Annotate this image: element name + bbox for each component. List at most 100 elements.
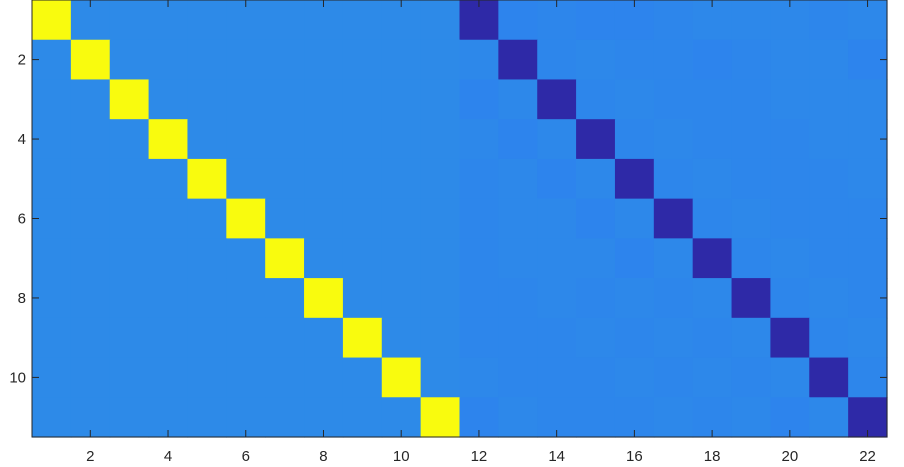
heatmap-cell-r4-c19 (731, 119, 772, 160)
heatmap-cell-r7-c10 (381, 238, 422, 279)
heatmap-cell-r10-c11 (420, 357, 461, 398)
heatmap-cell-r9-c4 (148, 317, 189, 359)
heatmap-cell-r6-c13 (498, 198, 538, 239)
heatmap-cell-r4-c9 (342, 119, 383, 160)
heatmap-cell-r7-c7 (265, 238, 305, 279)
x-tick-label: 8 (319, 448, 327, 465)
heatmap-cell-r11-c1 (32, 397, 72, 438)
heatmap-cell-r9-c10 (381, 317, 422, 359)
heatmap-cell-r1-c15 (576, 0, 616, 41)
heatmap-cell-r3-c16 (614, 79, 655, 120)
heatmap-cell-r8-c20 (770, 278, 810, 319)
heatmap-cell-r11-c9 (342, 397, 383, 438)
heatmap-cell-r10-c16 (614, 357, 655, 398)
heatmap-cell-r1-c9 (342, 0, 383, 41)
heatmap-cell-r3-c4 (148, 79, 189, 120)
x-tick-label: 6 (242, 448, 250, 465)
heatmap-cell-r8-c8 (304, 278, 344, 319)
heatmap-cell-r7-c13 (498, 238, 538, 279)
heatmap-cell-r6-c18 (692, 198, 733, 239)
heatmap-cell-r9-c21 (809, 317, 849, 359)
heatmap-cell-r8-c19 (731, 278, 772, 319)
heatmap-cell-r10-c5 (187, 357, 227, 398)
heatmap-cell-r10-c3 (109, 357, 150, 398)
heatmap-cell-r3-c5 (187, 79, 227, 120)
heatmap-cell-r9-c14 (537, 317, 577, 359)
heatmap-cell-r3-c8 (304, 79, 344, 120)
heatmap-cell-r11-c17 (653, 397, 694, 438)
heatmap-cell-r3-c19 (731, 79, 772, 120)
heatmap-cell-r4-c10 (381, 119, 422, 160)
heatmap-cell-r1-c11 (420, 0, 461, 41)
x-tick-label: 20 (781, 448, 798, 465)
heatmap-cell-r10-c12 (459, 357, 499, 398)
heatmap-cell-r2-c13 (498, 39, 538, 81)
heatmap-cell-r5-c10 (381, 158, 422, 200)
heatmap-cell-r8-c10 (381, 278, 422, 319)
heatmap-cell-r11-c19 (731, 397, 772, 438)
heatmap-cell-r5-c2 (70, 158, 111, 200)
heatmap-cell-r5-c18 (692, 158, 733, 200)
heatmap-cell-r5-c9 (342, 158, 383, 200)
heatmap-cell-r4-c7 (265, 119, 305, 160)
heatmap-cell-r11-c7 (265, 397, 305, 438)
heatmap-cell-r9-c17 (653, 317, 694, 359)
x-tick-label: 16 (626, 448, 643, 465)
heatmap-cell-r4-c12 (459, 119, 499, 160)
heatmap-cell-r5-c13 (498, 158, 538, 200)
heatmap-cell-r8-c7 (265, 278, 305, 319)
heatmap-cell-r7-c2 (70, 238, 111, 279)
heatmap-cell-r3-c11 (420, 79, 461, 120)
heatmap-cell-r3-c17 (653, 79, 694, 120)
heatmap-cell-r5-c17 (653, 158, 694, 200)
heatmap-cell-r2-c2 (70, 39, 111, 81)
heatmap-cell-r7-c14 (537, 238, 577, 279)
x-tick-label: 4 (164, 448, 172, 465)
heatmap-cell-r6-c10 (381, 198, 422, 239)
heatmap-cell-r5-c1 (32, 158, 72, 200)
heatmap-cell-r1-c21 (809, 0, 849, 41)
heatmap-cell-r9-c13 (498, 317, 538, 359)
heatmap-cell-r4-c16 (614, 119, 655, 160)
heatmap-cell-r10-c8 (304, 357, 344, 398)
heatmap-cell-r11-c5 (187, 397, 227, 438)
heatmap-cell-r8-c3 (109, 278, 150, 319)
heatmap-cell-r6-c8 (304, 198, 344, 239)
heatmap-cell-r3-c14 (537, 79, 577, 120)
heatmap-cell-r6-c6 (226, 198, 266, 239)
heatmap-cell-r10-c21 (809, 357, 849, 398)
heatmap-cell-r10-c4 (148, 357, 189, 398)
heatmap-cell-r4-c18 (692, 119, 733, 160)
heatmap-cell-r8-c4 (148, 278, 189, 319)
heatmap-cell-r8-c17 (653, 278, 694, 319)
heatmap-cell-r8-c9 (342, 278, 383, 319)
heatmap-cell-r10-c13 (498, 357, 538, 398)
y-tick-label: 6 (18, 211, 26, 228)
heatmap-cell-r7-c4 (148, 238, 189, 279)
heatmap-cell-r9-c19 (731, 317, 772, 359)
heatmap-cell-r3-c7 (265, 79, 305, 120)
heatmap-cell-r8-c15 (576, 278, 616, 319)
heatmap-cell-r4-c17 (653, 119, 694, 160)
heatmap-cell-r11-c13 (498, 397, 538, 438)
heatmap-cell-r7-c1 (32, 238, 72, 279)
heatmap-cell-r5-c11 (420, 158, 461, 200)
y-tick-label: 2 (18, 52, 26, 69)
heatmap-cell-r8-c16 (614, 278, 655, 319)
heatmap-cell-r5-c14 (537, 158, 577, 200)
heatmap-cell-r5-c3 (109, 158, 150, 200)
x-tick-label: 2 (86, 448, 94, 465)
heatmap-cell-r3-c22 (848, 79, 888, 120)
heatmap-cell-r6-c21 (809, 198, 849, 239)
heatmap-cell-r6-c7 (265, 198, 305, 239)
heatmap-cell-r5-c4 (148, 158, 189, 200)
heatmap-cell-r7-c21 (809, 238, 849, 279)
heatmap-cell-r4-c13 (498, 119, 538, 160)
heatmap-cell-r6-c15 (576, 198, 616, 239)
heatmap-cell-r2-c16 (614, 39, 655, 81)
heatmap-cell-r6-c4 (148, 198, 189, 239)
x-tick-label: 18 (704, 448, 721, 465)
heatmap-cell-r6-c14 (537, 198, 577, 239)
heatmap-cell-r6-c9 (342, 198, 383, 239)
heatmap-cell-r4-c2 (70, 119, 111, 160)
